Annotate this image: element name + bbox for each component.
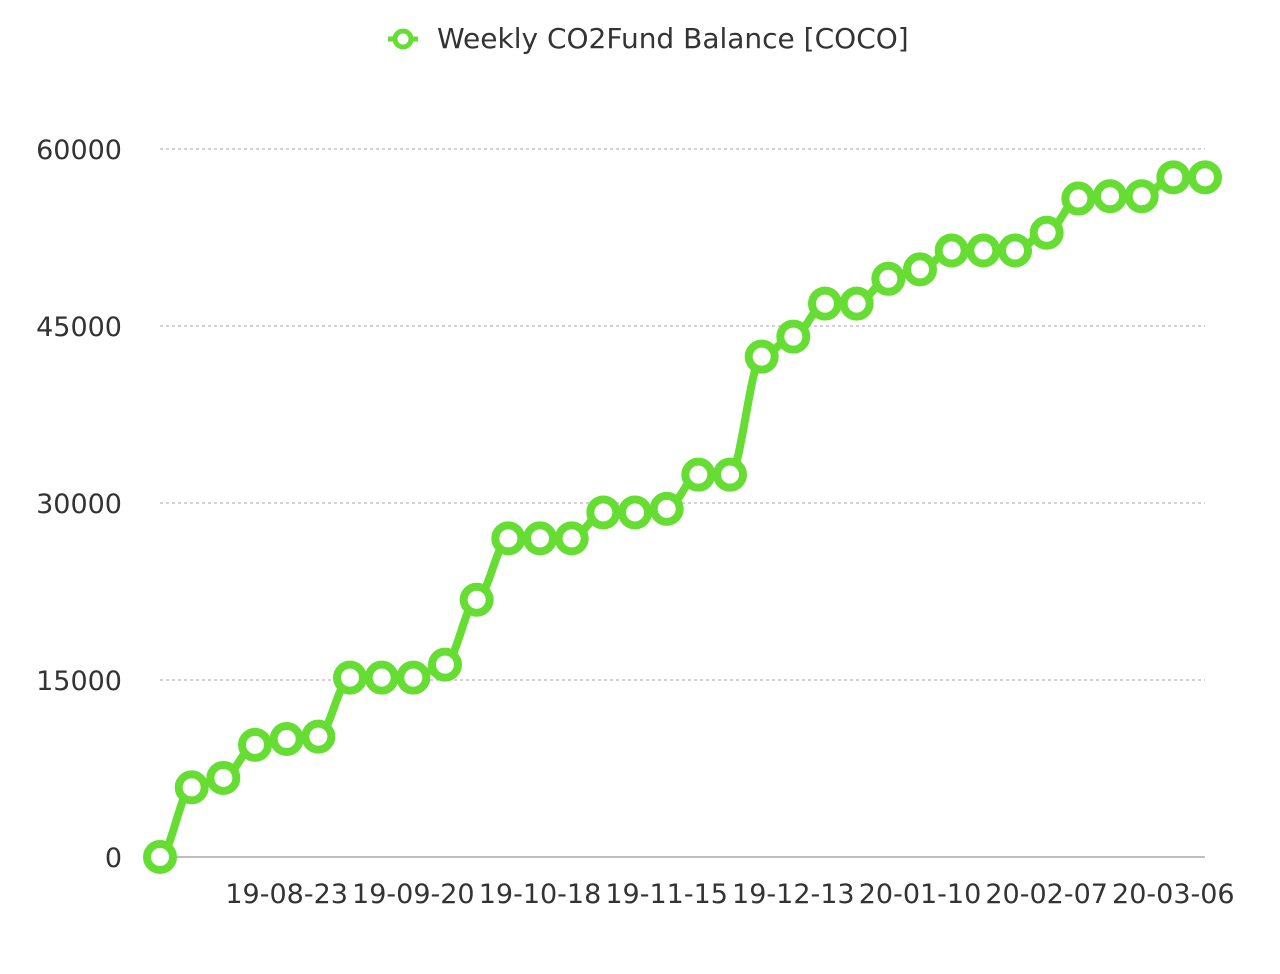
legend-swatch-marker <box>392 28 414 50</box>
data-point <box>206 760 241 795</box>
data-point <box>871 261 906 296</box>
data-point <box>998 233 1032 268</box>
data-point <box>776 319 811 354</box>
y-tick-label: 60000 <box>36 135 122 166</box>
data-point <box>1093 179 1127 214</box>
x-tick-label: 20-01-10 <box>859 879 982 910</box>
data-point <box>238 727 272 762</box>
data-point <box>618 495 652 530</box>
data-point <box>1124 179 1159 214</box>
data-point <box>1188 160 1222 195</box>
data-point <box>1156 160 1191 195</box>
data-point <box>301 719 336 754</box>
data-point <box>491 521 526 556</box>
data-point <box>934 233 969 268</box>
data-point <box>681 457 716 492</box>
data-point <box>713 457 747 492</box>
data-point <box>174 770 209 805</box>
data-point <box>839 286 874 321</box>
data-point <box>396 660 431 695</box>
legend-label: Weekly CO2Fund Balance [COCO] <box>437 22 909 55</box>
data-point <box>269 722 304 756</box>
y-tick-label: 45000 <box>36 312 122 343</box>
x-tick-label: 19-09-20 <box>352 879 475 910</box>
x-tick-label: 20-03-06 <box>1112 879 1235 910</box>
data-point <box>586 495 621 530</box>
legend: Weekly CO2Fund Balance [COCO] <box>388 22 909 55</box>
data-point <box>744 339 779 374</box>
data-point <box>459 582 494 617</box>
data-point <box>428 647 462 682</box>
grid-lines <box>160 148 1205 681</box>
data-point <box>143 840 177 874</box>
y-tick-label: 30000 <box>36 489 122 520</box>
x-tick-label: 19-08-23 <box>225 879 348 910</box>
data-point <box>808 286 842 321</box>
y-tick-label: 0 <box>105 843 122 874</box>
data-point <box>1061 181 1096 216</box>
data-point <box>966 233 1001 268</box>
series-line <box>156 173 1209 861</box>
data-point <box>364 660 399 695</box>
x-tick-label: 19-11-15 <box>605 879 728 910</box>
y-axis-ticks: 0 15000 30000 45000 60000 <box>36 135 122 874</box>
series <box>143 160 1222 874</box>
data-point <box>1029 215 1064 250</box>
data-point <box>523 521 557 556</box>
y-tick-label: 15000 <box>36 666 122 697</box>
x-tick-label: 19-12-13 <box>732 879 855 910</box>
data-point <box>649 491 684 526</box>
x-axis-ticks: 19-08-23 19-09-20 19-10-18 19-11-15 19-12-13… <box>225 879 1234 910</box>
x-tick-label: 19-10-18 <box>479 879 602 910</box>
data-point <box>333 660 367 695</box>
data-point <box>554 521 589 556</box>
x-tick-label: 20-02-07 <box>985 879 1108 910</box>
data-point <box>903 252 937 287</box>
